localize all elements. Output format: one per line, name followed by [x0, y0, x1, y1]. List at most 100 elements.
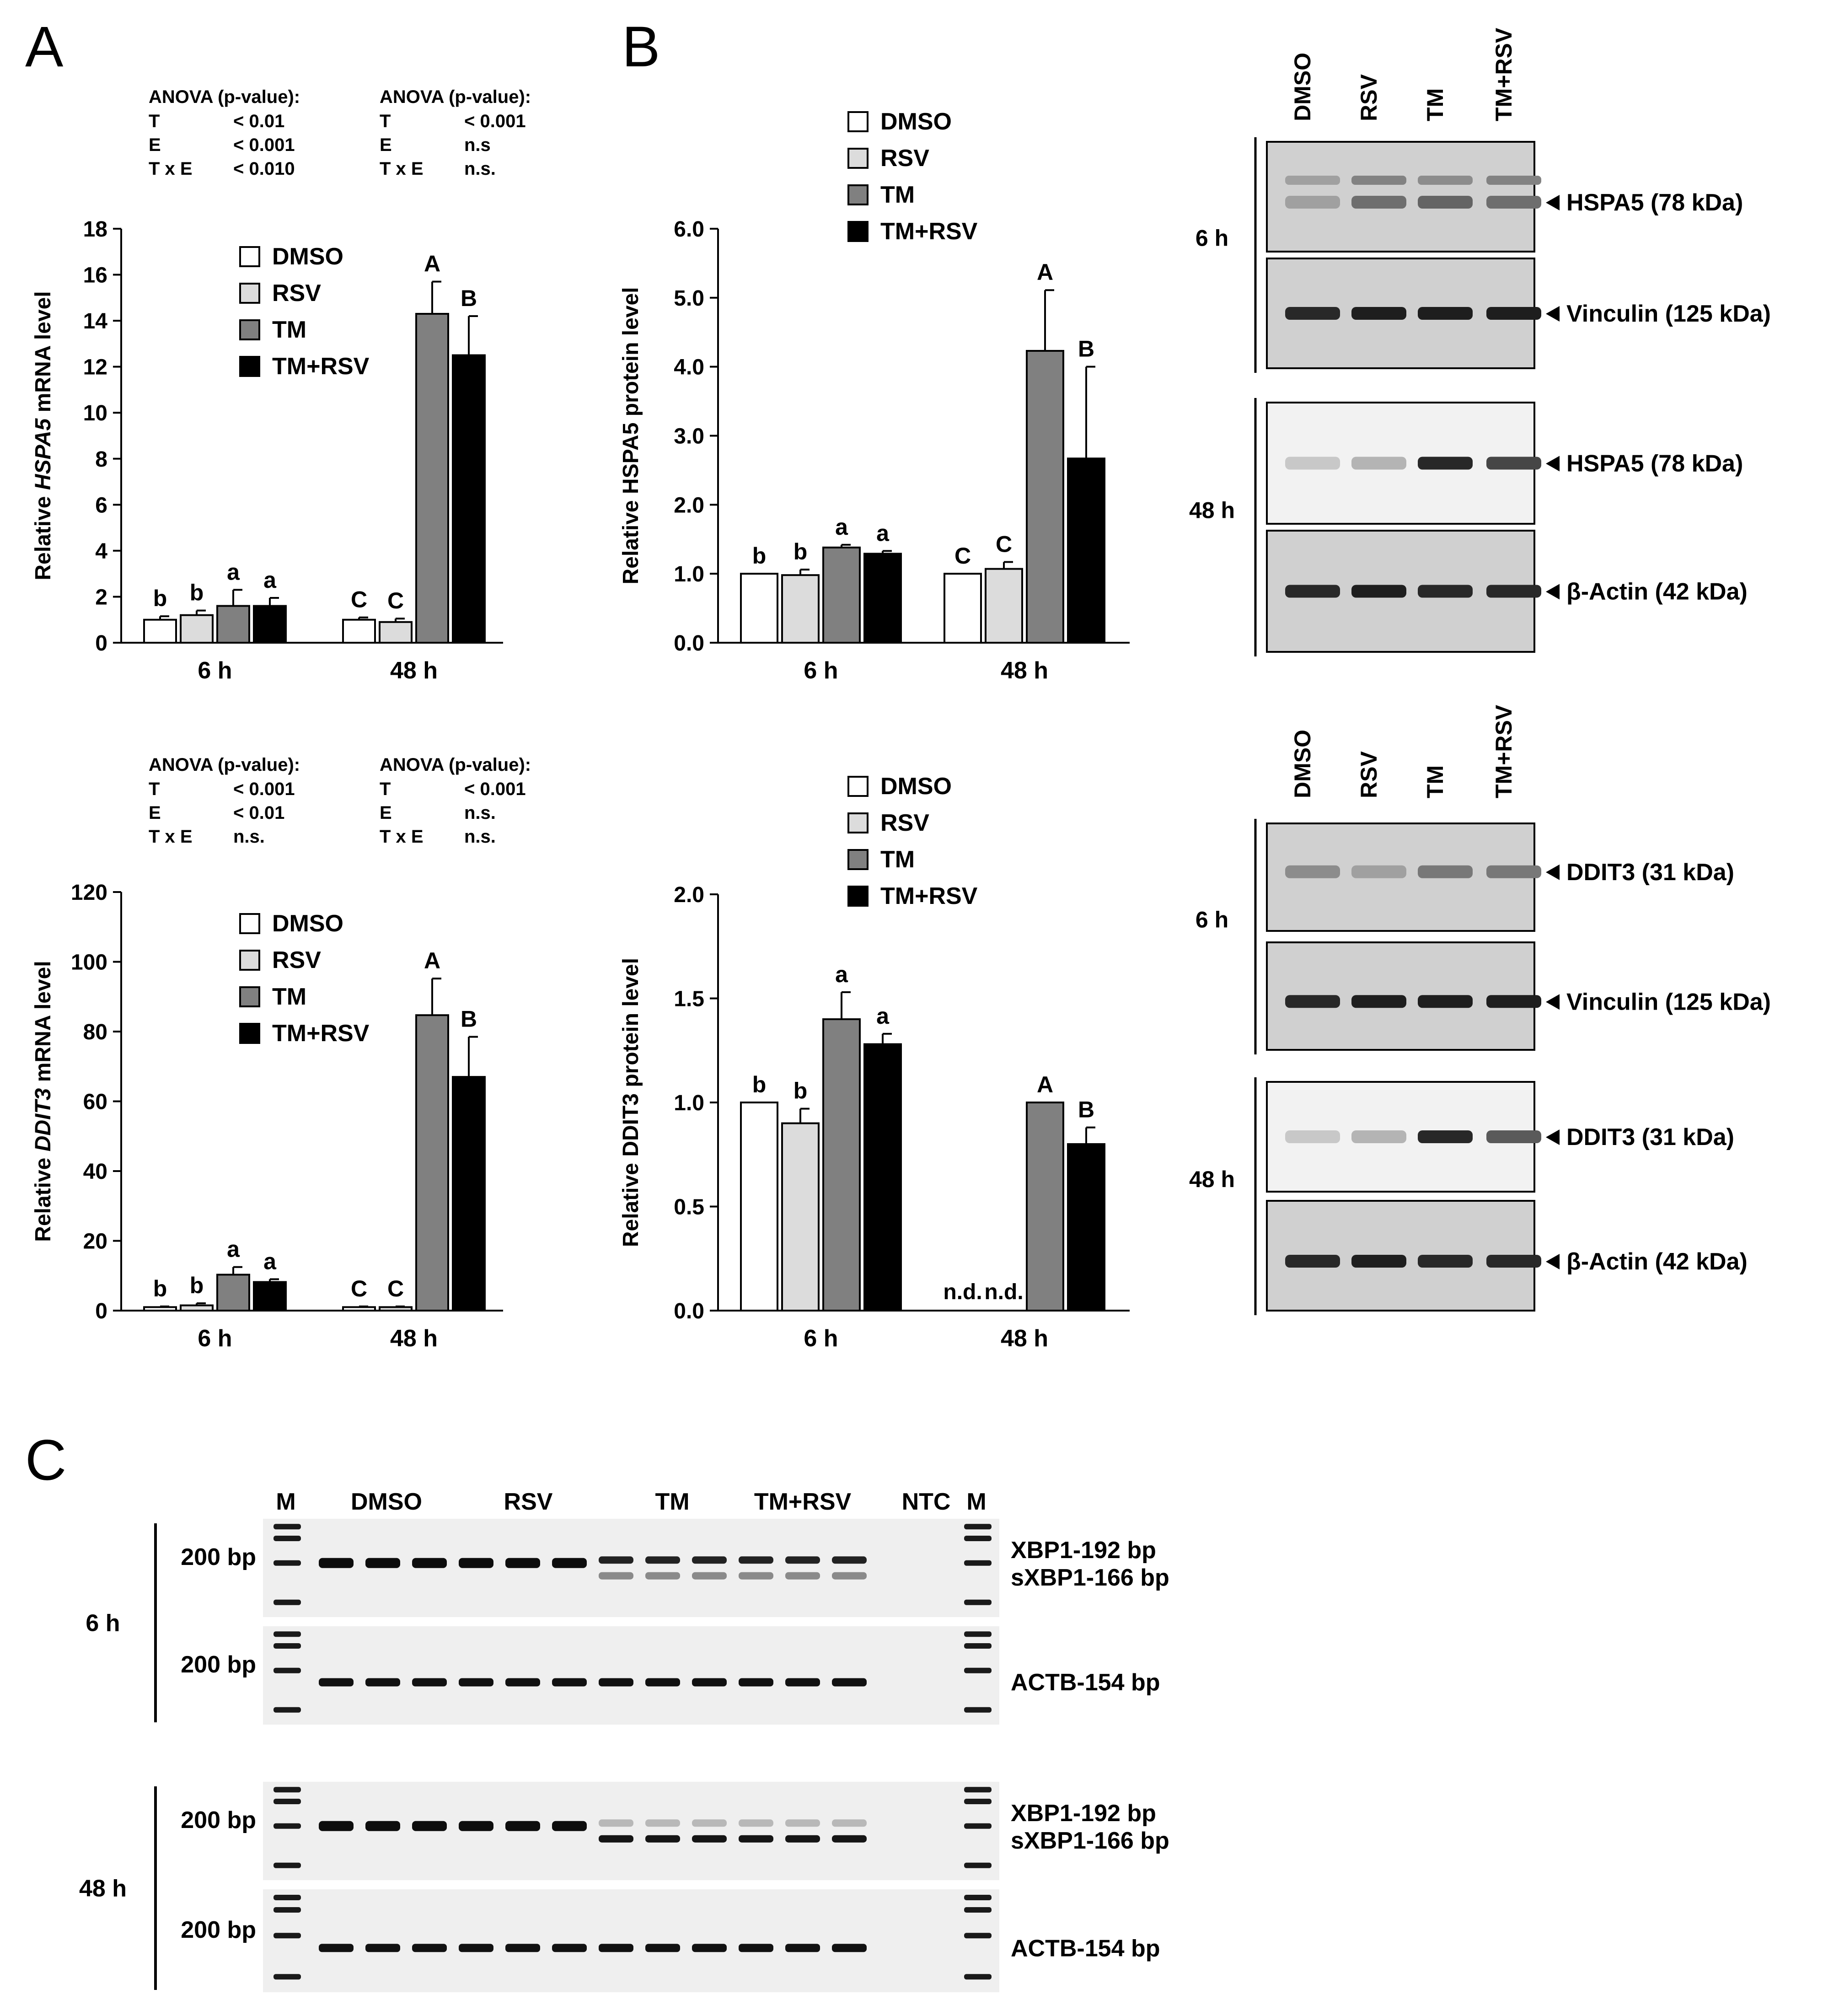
bar: [216, 1274, 250, 1312]
gel-band: [692, 1819, 727, 1827]
legend-label: TM+RSV: [272, 353, 370, 380]
blot-band: [1351, 176, 1406, 185]
legend-swatch: [239, 246, 260, 267]
bar: [1067, 1143, 1105, 1312]
significance-letter: a: [227, 1236, 240, 1262]
y-tick-label: 2: [95, 585, 107, 609]
blot-band: [1351, 585, 1406, 598]
gel-band: [785, 1556, 820, 1564]
legend-label: RSV: [880, 145, 929, 172]
anova-ddit3-right: ANOVA (p-value): T < 0.001 E n.s. T x E …: [380, 755, 531, 847]
significance-letter: B: [461, 285, 477, 311]
blot-band: [1418, 995, 1473, 1008]
y-tick-label: 10: [83, 401, 107, 425]
gel-band: [739, 1572, 773, 1580]
blot-band: [1486, 1130, 1541, 1143]
bar: [143, 618, 177, 644]
legend-swatch: [239, 986, 260, 1007]
gel-product-label: sXBP1-166 bp: [1011, 1828, 1169, 1854]
gel-lane-header: M: [966, 1489, 986, 1515]
legend-swatch: [239, 356, 260, 377]
gel-band: [412, 1821, 447, 1831]
y-tick-label: 16: [83, 263, 107, 288]
y-axis-label-part: mRNA level: [31, 961, 55, 1088]
bar: [379, 621, 413, 644]
chart-hspa5-mrna: 0 2 4 6 8 10 12 14 16 18 Relative HSPA5 mRNA level…: [31, 217, 503, 684]
y-axis-label: Relative DDIT3 mRNA level: [31, 961, 55, 1242]
anova-header: ANOVA (p-value):: [149, 755, 300, 775]
significance-letter: C: [351, 587, 367, 613]
gel-product-label: ACTB-154 bp: [1011, 1669, 1160, 1696]
blot-band: [1486, 176, 1541, 185]
bar: [740, 573, 778, 644]
gel-ladder-band: [273, 1631, 301, 1637]
gel-band: [319, 1944, 354, 1952]
y-tick-label: 8: [95, 447, 107, 472]
significance-letter: b: [752, 543, 767, 569]
y-tick-label: 1.0: [674, 1091, 704, 1115]
y-tick-label: 3.0: [674, 425, 704, 449]
gel-band: [832, 1835, 867, 1843]
blot-band: [1418, 176, 1473, 185]
y-tick-label: 5.0: [674, 286, 704, 311]
gel-band: [739, 1819, 773, 1827]
gel-band: [739, 1678, 773, 1687]
blot-band: [1285, 865, 1340, 878]
gel-product-label: sXBP1-166 bp: [1011, 1564, 1169, 1591]
blot-band-label: HSPA5 (78 kDa): [1566, 189, 1743, 216]
category-label: 48 h: [390, 657, 438, 684]
significance-letter: b: [153, 586, 167, 611]
gel-ladder-band: [273, 1524, 301, 1530]
gel-band: [739, 1835, 773, 1843]
gel-ladder-band: [964, 1895, 992, 1900]
y-tick-label: 6.0: [674, 217, 704, 242]
category-label: 48 h: [390, 1325, 438, 1352]
blot-arrow: [1546, 456, 1560, 472]
blot-band: [1351, 307, 1406, 320]
gel-band: [505, 1821, 540, 1831]
y-tick-label: 60: [83, 1090, 107, 1114]
y-tick-label: 0.5: [674, 1195, 704, 1220]
legend-swatch: [239, 1023, 260, 1044]
gel-strip: [263, 1626, 999, 1725]
blot-band: [1285, 307, 1340, 320]
bar: [863, 553, 902, 644]
anova-ddit3-left: ANOVA (p-value): T < 0.001 E < 0.01 T x …: [149, 755, 300, 847]
gel-ladder-band: [273, 1895, 301, 1900]
gel-band: [365, 1821, 400, 1831]
gel-ladder-band: [273, 1643, 301, 1649]
significance-letter: a: [227, 559, 240, 585]
anova-value: < 0.001: [233, 779, 295, 799]
blot-band: [1486, 307, 1541, 320]
gel-ladder-band: [964, 1524, 992, 1530]
gel-band: [412, 1944, 447, 1952]
gel-ladder-band: [273, 1974, 301, 1980]
gel-band: [645, 1556, 680, 1564]
anova-term: T: [380, 779, 391, 799]
gel-size-marker: 200 bp: [181, 1807, 256, 1833]
anova-header: ANOVA (p-value):: [149, 87, 300, 107]
bar: [253, 605, 287, 644]
legend-label: TM: [272, 317, 306, 343]
gel-size-marker: 200 bp: [181, 1651, 256, 1678]
gel-ladder-band: [273, 1667, 301, 1673]
legend-label: RSV: [272, 947, 321, 973]
y-axis-label-part: mRNA level: [31, 291, 55, 418]
blot-lane-label: TM+RSV: [1491, 704, 1517, 798]
anova-value: < 0.001: [233, 135, 295, 155]
gel-time-label: 6 h: [86, 1610, 120, 1637]
gel-band: [692, 1835, 727, 1843]
gel-ladder-band: [964, 1787, 992, 1793]
blot-band: [1285, 196, 1340, 209]
gel-band: [692, 1556, 727, 1564]
blot-band: [1351, 865, 1406, 878]
gel-ladder-band: [273, 1707, 301, 1713]
gel-band: [459, 1558, 493, 1568]
blot-lane-label: RSV: [1356, 74, 1382, 121]
y-axis-label-part: Relative DDIT3 protein level: [619, 958, 643, 1247]
blot-band-label: β-Actin (42 kDa): [1566, 1248, 1748, 1275]
legend-swatch: [239, 319, 260, 340]
blot-band: [1351, 995, 1406, 1008]
bar: [740, 1102, 778, 1312]
